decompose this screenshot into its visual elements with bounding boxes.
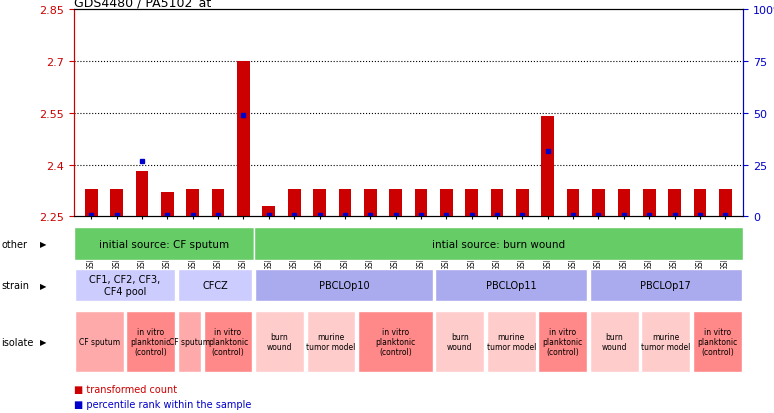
Bar bbox=[75, 311, 124, 373]
Bar bbox=[74, 228, 254, 261]
Bar bbox=[693, 311, 741, 373]
Text: PBCLOp10: PBCLOp10 bbox=[319, 280, 369, 290]
Bar bbox=[590, 269, 741, 302]
Text: in vitro
planktonic
(control): in vitro planktonic (control) bbox=[375, 327, 416, 356]
Text: ▶: ▶ bbox=[40, 240, 46, 249]
Text: strain: strain bbox=[2, 280, 29, 290]
Bar bbox=[668, 189, 681, 217]
Text: murine
tumor model: murine tumor model bbox=[487, 332, 536, 351]
Text: ▶: ▶ bbox=[40, 337, 46, 346]
Text: PBCLOp17: PBCLOp17 bbox=[640, 280, 691, 290]
Bar bbox=[389, 189, 402, 217]
Text: in vitro
planktonic
(control): in vitro planktonic (control) bbox=[697, 327, 738, 356]
Text: burn
wound: burn wound bbox=[601, 332, 627, 351]
Text: burn
wound: burn wound bbox=[267, 332, 293, 351]
Text: murine
tumor model: murine tumor model bbox=[307, 332, 356, 351]
Bar bbox=[364, 189, 377, 217]
Bar bbox=[590, 311, 639, 373]
Text: ▶: ▶ bbox=[40, 281, 46, 290]
Text: in vitro
planktonic
(control): in vitro planktonic (control) bbox=[208, 327, 248, 356]
Bar bbox=[435, 311, 485, 373]
Bar bbox=[212, 189, 224, 217]
Bar bbox=[491, 189, 503, 217]
Text: CF sputum: CF sputum bbox=[169, 337, 210, 346]
Text: isolate: isolate bbox=[2, 337, 34, 347]
Bar bbox=[187, 189, 199, 217]
Bar bbox=[255, 311, 304, 373]
Bar bbox=[465, 189, 478, 217]
Text: burn
wound: burn wound bbox=[447, 332, 473, 351]
Text: ■ transformed count: ■ transformed count bbox=[74, 385, 176, 394]
Text: ■ percentile rank within the sample: ■ percentile rank within the sample bbox=[74, 399, 251, 409]
Text: in vitro
planktonic
(control): in vitro planktonic (control) bbox=[543, 327, 583, 356]
Text: murine
tumor model: murine tumor model bbox=[641, 332, 690, 351]
Text: PBCLOp11: PBCLOp11 bbox=[486, 280, 536, 290]
Bar bbox=[618, 189, 630, 217]
Bar bbox=[135, 172, 149, 217]
Bar bbox=[642, 311, 690, 373]
Bar bbox=[516, 189, 529, 217]
Text: CFCZ: CFCZ bbox=[202, 280, 228, 290]
Text: initial source: CF sputum: initial source: CF sputum bbox=[98, 239, 229, 249]
Bar bbox=[178, 269, 252, 302]
Text: CF sputum: CF sputum bbox=[79, 337, 120, 346]
Bar bbox=[313, 189, 326, 217]
Bar bbox=[567, 189, 580, 217]
Text: intial source: burn wound: intial source: burn wound bbox=[432, 239, 565, 249]
Text: other: other bbox=[2, 239, 28, 249]
Bar bbox=[592, 189, 604, 217]
Bar bbox=[85, 189, 98, 217]
Text: CF1, CF2, CF3,
CF4 pool: CF1, CF2, CF3, CF4 pool bbox=[90, 275, 161, 296]
Bar bbox=[288, 189, 300, 217]
Bar bbox=[643, 189, 656, 217]
Bar bbox=[161, 193, 173, 217]
Bar bbox=[111, 189, 123, 217]
Bar bbox=[694, 189, 706, 217]
Bar bbox=[75, 269, 175, 302]
Bar bbox=[440, 189, 453, 217]
Bar bbox=[178, 311, 201, 373]
Bar bbox=[487, 311, 536, 373]
Text: in vitro
planktonic
(control): in vitro planktonic (control) bbox=[131, 327, 171, 356]
Bar bbox=[435, 269, 587, 302]
Bar bbox=[204, 311, 252, 373]
Bar bbox=[126, 311, 175, 373]
Text: GDS4480 / PA5102_at: GDS4480 / PA5102_at bbox=[74, 0, 211, 9]
Bar bbox=[358, 311, 433, 373]
Bar bbox=[237, 62, 250, 217]
Bar bbox=[539, 311, 587, 373]
Bar bbox=[255, 269, 433, 302]
Bar bbox=[338, 189, 351, 217]
Bar bbox=[262, 206, 275, 217]
Bar bbox=[719, 189, 731, 217]
Bar bbox=[307, 311, 355, 373]
Bar bbox=[415, 189, 427, 217]
Bar bbox=[542, 117, 554, 217]
Bar bbox=[254, 228, 743, 261]
